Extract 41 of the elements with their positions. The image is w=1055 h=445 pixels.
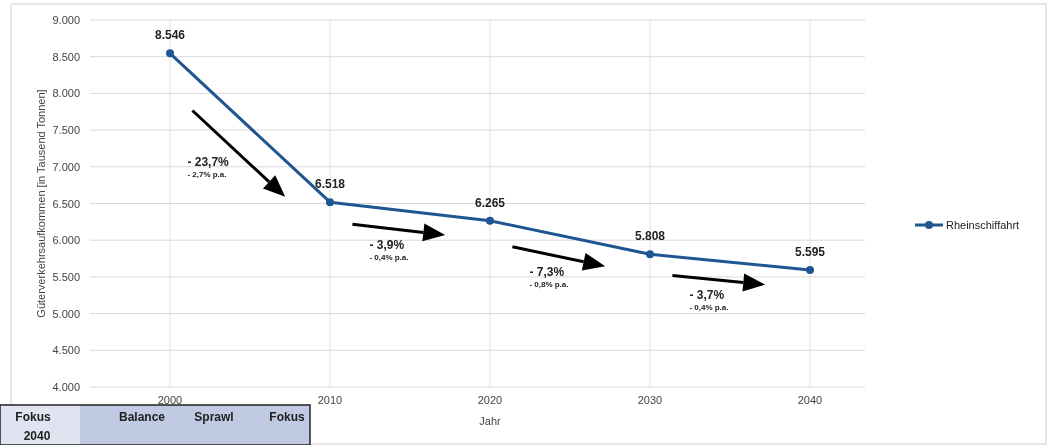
- point: [486, 216, 494, 225]
- y-tick-label: 7.500: [52, 124, 80, 137]
- data-label: 6.518: [314, 177, 346, 192]
- data-label: 6.265: [474, 195, 506, 210]
- y-tick-label: 6.000: [52, 234, 80, 247]
- text: Sprawl: [194, 410, 234, 424]
- legend-label: Rheinschiffahrt: [946, 219, 1020, 231]
- annotation: - 0,4% p.a.: [369, 252, 409, 262]
- annotation: - 3,9%: [369, 237, 405, 252]
- x-tick-label: 2010: [317, 394, 343, 406]
- y-tick-label: 4.500: [52, 344, 80, 357]
- point: [646, 250, 654, 259]
- text: Fokus 2040: [15, 410, 51, 443]
- y-tick-label: 7.000: [52, 160, 80, 173]
- y-tick-label: 5.500: [52, 270, 80, 283]
- y-tick-label: 9.000: [52, 14, 80, 26]
- x-tick-label: 2000: [157, 394, 183, 406]
- x-axis-title: Jahr: [479, 415, 502, 427]
- point: [166, 49, 174, 58]
- y-tick-label: 4.000: [52, 381, 80, 393]
- y-tick-label: 8.500: [52, 50, 80, 63]
- point: [806, 265, 814, 274]
- data-label: 5.595: [794, 244, 826, 259]
- text: Balance: [118, 410, 166, 424]
- text: Fokus: [269, 410, 305, 424]
- annotation: - 0,8% p.a.: [529, 279, 569, 289]
- x-tick-label: 2020: [477, 394, 503, 406]
- y-axis-title: Güterverkehrsaufkommen [in Tausend Tonnen]: [35, 89, 47, 318]
- x-tick-label: 2040: [797, 394, 823, 406]
- annotation: - 2,7% p.a.: [187, 169, 227, 179]
- annotation: - 7,3%: [529, 264, 565, 279]
- y-tick-label: 8.000: [52, 87, 80, 100]
- data-label: 8.546: [154, 28, 186, 43]
- annotation: - 0,4% p.a.: [689, 303, 729, 313]
- point: [326, 198, 334, 207]
- y-tick-label: 6.500: [52, 197, 80, 210]
- x-tick-label: 2030: [637, 394, 663, 406]
- annotation: - 3,7%: [689, 288, 725, 303]
- y-tick-label: 5.000: [52, 307, 80, 320]
- annotation: - 23,7%: [187, 154, 230, 169]
- data-label: 5.808: [634, 229, 666, 244]
